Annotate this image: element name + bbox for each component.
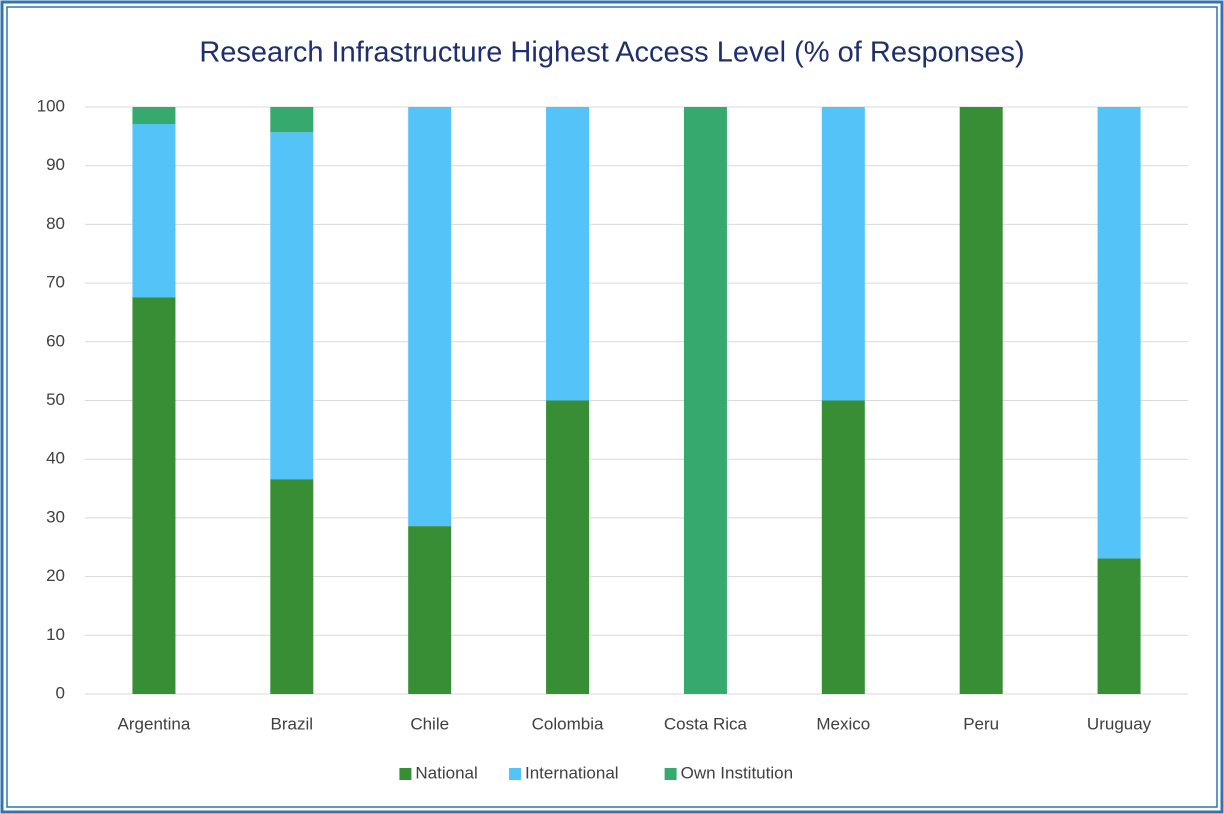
bar-segment [408,526,452,694]
bar-segment [132,297,176,694]
bar-segment [683,107,727,694]
x-tick-label: Costa Rica [664,714,748,733]
x-tick-label: Argentina [118,714,191,733]
x-tick-label: Peru [963,714,999,733]
bar-segment [408,107,452,527]
bar-segment [959,107,1003,694]
legend-swatch [399,768,412,780]
y-tick-label: 20 [46,566,65,585]
bar-segment [1097,558,1141,694]
frame-inner [6,6,1218,808]
bar-segment [546,400,590,694]
bar-segment [132,124,176,298]
x-tick-label: Chile [410,714,449,733]
y-tick-label: 60 [46,331,65,350]
bar-segment [270,479,314,694]
y-tick-label: 30 [46,507,65,526]
legend-label: International [525,763,619,782]
legend-label: National [415,763,477,782]
bar-segment [132,107,176,125]
legend-label: Own Institution [681,763,793,782]
x-tick-label: Uruguay [1087,714,1152,733]
y-tick-label: 10 [46,625,65,644]
y-tick-label: 0 [56,683,65,702]
y-tick-label: 90 [46,155,65,174]
legend-swatch [509,768,521,780]
bar-segment [270,107,314,133]
legend-swatch [664,768,677,780]
y-tick-label: 100 [37,96,65,115]
bar-segment [1097,107,1141,559]
y-tick-label: 50 [46,390,65,409]
y-tick-label: 80 [46,214,65,233]
y-tick-label: 40 [46,449,65,468]
bar-segment [270,132,314,480]
bar-segment [821,400,865,694]
bar-segment [821,107,865,401]
x-tick-label: Brazil [271,714,314,733]
x-tick-label: Colombia [532,714,604,733]
bar-segment [546,107,590,401]
chart-title: Research Infrastructure Highest Access L… [199,37,1024,69]
y-tick-label: 70 [46,273,65,292]
x-tick-label: Mexico [816,714,870,733]
